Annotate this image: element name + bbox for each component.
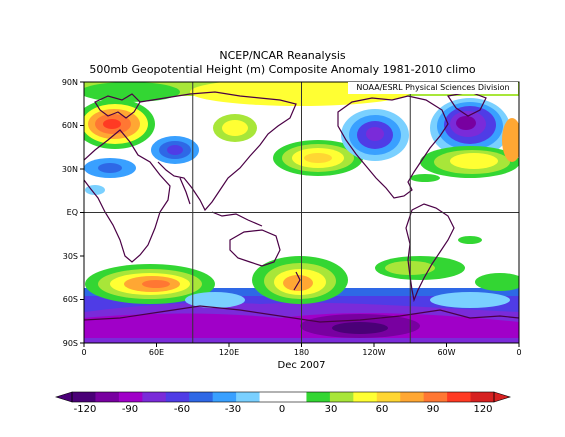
colorbar-swatch xyxy=(189,392,214,402)
colorbar-swatch xyxy=(447,392,472,402)
colorbar-swatch xyxy=(423,392,448,402)
colorbar-tick-label: 60 xyxy=(376,404,389,415)
lon-label: 120E xyxy=(219,348,239,357)
colorbar-tick-label: -30 xyxy=(225,404,241,415)
date-label: Dec 2007 xyxy=(278,360,326,371)
colorbar-tick-label: 120 xyxy=(473,404,492,415)
colorbar xyxy=(54,391,512,403)
coastlines xyxy=(84,91,519,323)
lat-label: 90S xyxy=(63,339,78,348)
lon-label: 0 xyxy=(516,348,521,357)
lon-ticks xyxy=(83,343,520,347)
lat-label: 30N xyxy=(62,165,78,174)
colorbar-swatch xyxy=(72,392,96,402)
lat-label: EQ xyxy=(67,208,78,217)
lat-label: 30S xyxy=(63,252,78,261)
colorbar-swatch xyxy=(470,392,495,402)
lat-label: 90N xyxy=(62,78,78,87)
colorbar-swatch xyxy=(118,392,143,402)
lat-label: 60S xyxy=(63,295,78,304)
colorbar-swatch xyxy=(400,392,425,402)
lon-label: 60W xyxy=(437,348,455,357)
chart-subtitle: 500mb Geopotential Height (m) Composite … xyxy=(89,63,476,76)
colorbar-swatch xyxy=(353,392,378,402)
colorbar-swatch xyxy=(283,392,307,402)
chart-title: NCEP/NCAR Reanalysis xyxy=(219,49,346,62)
lat-label: 60N xyxy=(62,121,78,130)
credit-label: NOAA/ESRL Physical Sciences Division xyxy=(348,82,518,94)
colorbar-swatch xyxy=(376,392,401,402)
colorbar-tick-label: 30 xyxy=(325,404,338,415)
colorbar-swatch xyxy=(95,392,120,402)
colorbar-tick-label: -120 xyxy=(74,404,97,415)
lon-labels: 0 60E 120E 180 120W 60W 0 xyxy=(81,348,521,357)
colorbar-labels: -120 -90 -60 -30 0 30 60 90 120 xyxy=(74,404,493,415)
lon-label: 120W xyxy=(362,348,385,357)
colorbar-tick-label: -60 xyxy=(174,404,190,415)
colorbar-swatch xyxy=(329,392,354,402)
map-gridlines xyxy=(84,82,519,343)
colorbar-swatch xyxy=(142,392,167,402)
colorbar-border xyxy=(71,391,495,403)
colorbar-arrow-left xyxy=(54,391,73,403)
colorbar-tick-label: -90 xyxy=(122,404,138,415)
lon-label: 60E xyxy=(149,348,164,357)
lat-ticks xyxy=(80,81,84,344)
colorbar-swatch xyxy=(212,392,237,402)
lat-labels: 90N 60N 30N EQ 30S 60S 90S xyxy=(62,78,78,348)
colorbar-tick-label: 0 xyxy=(279,404,285,415)
colorbar-tick-label: 90 xyxy=(427,404,440,415)
lon-label: 180 xyxy=(294,348,309,357)
colorbar-swatch xyxy=(165,392,190,402)
lon-label: 0 xyxy=(81,348,86,357)
colorbar-swatch xyxy=(259,392,284,402)
colorbar-swatch xyxy=(236,392,261,402)
colorbar-arrow-right xyxy=(493,391,512,403)
colorbar-swatch xyxy=(306,392,331,402)
